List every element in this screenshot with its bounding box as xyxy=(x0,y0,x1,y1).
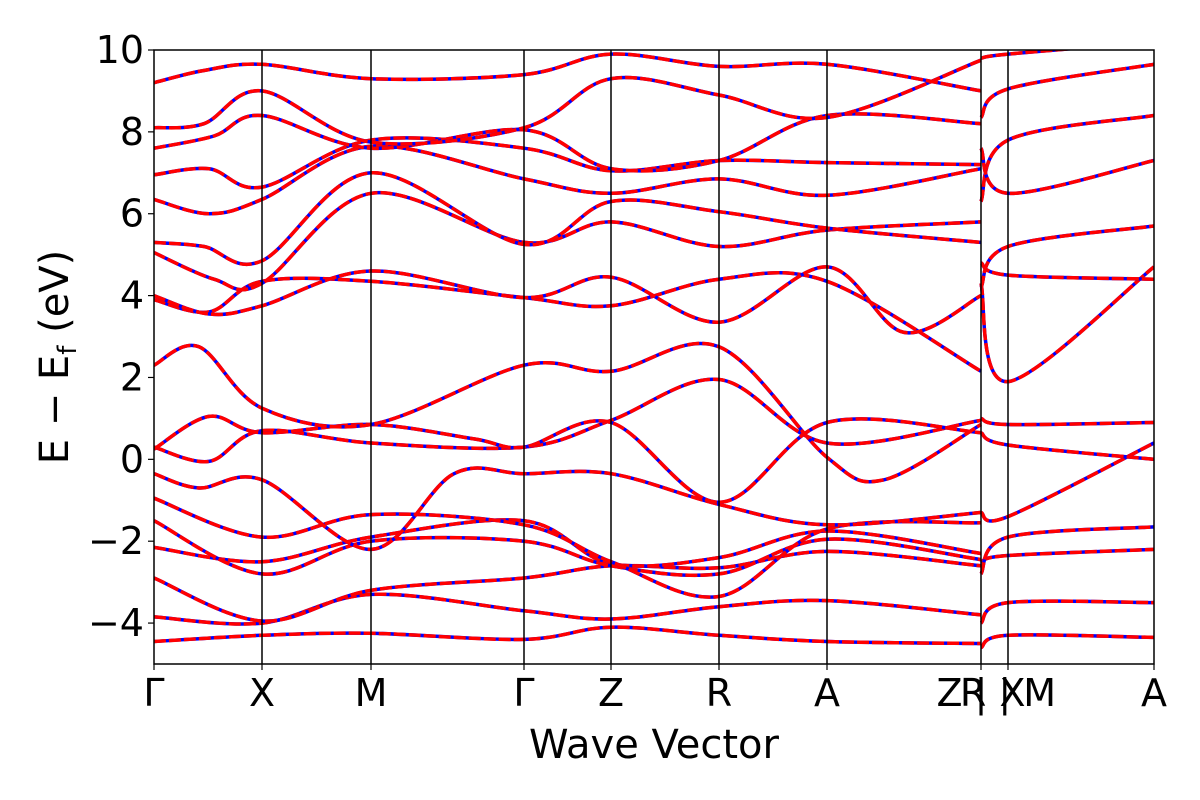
band-line-red xyxy=(154,518,982,568)
band-line-red xyxy=(154,496,982,599)
band-line-red xyxy=(979,431,1154,462)
band-line-red xyxy=(154,625,982,646)
x-ticks: Γ X M Γ Z R A Z | XR | M A xyxy=(143,664,1167,716)
y-axis-title-unit: (eV) xyxy=(32,250,78,346)
y-tick-label: −2 xyxy=(88,519,144,563)
band-line-red xyxy=(154,341,982,484)
band-line-blue xyxy=(979,147,1154,196)
band-line-red xyxy=(154,52,982,93)
band-line-blue xyxy=(154,52,982,93)
x-axis-title: Wave Vector xyxy=(529,722,780,768)
y-axis-title-sub: f xyxy=(53,345,83,355)
y-ticks: −4 −2 0 2 4 6 8 10 xyxy=(88,28,154,645)
x-tick-label: M xyxy=(355,671,388,715)
x-tick-label: Γ xyxy=(513,671,534,715)
y-tick-label: −4 xyxy=(88,601,144,645)
band-line-red xyxy=(979,633,1154,650)
y-tick-label: 4 xyxy=(120,274,144,318)
band-line-blue xyxy=(979,113,1154,203)
x-tick-label: R | M xyxy=(960,671,1056,716)
band-line-red xyxy=(979,261,1154,281)
band-line-red xyxy=(980,416,1154,427)
x-tick-label: Z | X xyxy=(936,671,1025,716)
band-line-red xyxy=(154,171,982,267)
x-tick-label: Γ xyxy=(143,671,164,715)
band-line-blue xyxy=(980,547,1154,564)
band-line-blue xyxy=(154,549,982,623)
band-line-red xyxy=(979,113,1154,203)
y-axis-title: E − Ef (eV) xyxy=(32,250,83,465)
band-line-red xyxy=(154,144,982,216)
band-line-red xyxy=(980,441,1154,523)
y-tick-label: 2 xyxy=(120,355,144,399)
plot-frame xyxy=(153,49,1155,665)
band-line-red xyxy=(979,62,1154,119)
x-tick-label: R xyxy=(706,671,732,715)
band-line-red xyxy=(979,265,1154,384)
band-line-blue xyxy=(154,496,982,599)
y-tick-label: 8 xyxy=(120,110,144,154)
band-line-red xyxy=(154,190,982,292)
kpoint-lines xyxy=(261,50,1009,664)
x-tick-label: A xyxy=(1141,671,1167,715)
x-tick-label: A xyxy=(814,671,840,715)
band-line-red xyxy=(154,519,982,578)
y-tick-label: 10 xyxy=(96,28,144,72)
band-line-red xyxy=(979,147,1154,196)
band-line-red xyxy=(154,58,982,146)
x-tick-label: X xyxy=(249,671,275,715)
band-line-red xyxy=(154,466,982,552)
bands-layer xyxy=(154,50,1154,650)
band-line-blue xyxy=(980,416,1154,427)
band-line-red xyxy=(979,599,1154,625)
y-tick-label: 0 xyxy=(120,437,144,481)
y-axis-title-main: E − E xyxy=(32,355,78,465)
band-line-red xyxy=(154,265,982,335)
band-line-blue xyxy=(154,519,982,578)
band-line-blue xyxy=(979,265,1154,384)
band-line-red xyxy=(154,549,982,623)
y-tick-label: 6 xyxy=(120,192,144,236)
band-line-red xyxy=(980,50,1077,60)
band-line-red xyxy=(154,136,982,190)
x-tick-label: Z xyxy=(598,671,624,715)
band-line-red xyxy=(979,525,1154,575)
band-line-red xyxy=(979,224,1154,289)
band-line-blue xyxy=(154,190,982,292)
band-line-red xyxy=(154,377,982,464)
